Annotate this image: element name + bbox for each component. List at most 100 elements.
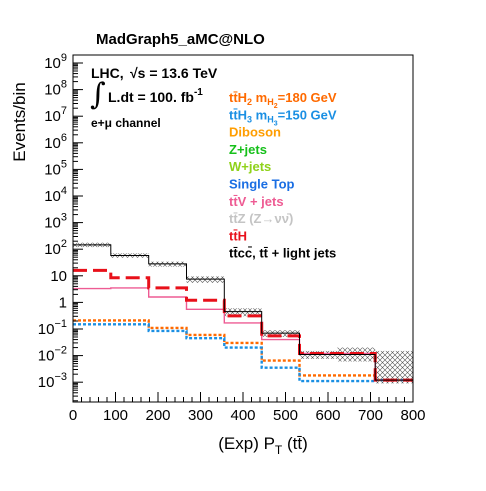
y-tick-exponent: 9 <box>61 52 67 64</box>
y-tick-label: 10 <box>50 268 67 285</box>
legend-text: tt̄cc̄, tt̄ + light jets <box>229 246 336 261</box>
legend-entry-4: W+jets <box>229 159 271 174</box>
annotation-lumi: L.dt = 100. fb-1 <box>108 87 203 105</box>
legend-entry-5: Single Top <box>229 177 295 192</box>
y-tick-label: 105 <box>44 158 67 178</box>
y-tick-label: 102 <box>44 238 67 258</box>
legend-text: m <box>252 90 267 105</box>
y-tick-base: 10 <box>44 161 61 178</box>
y-tick-exponent: 7 <box>61 105 67 117</box>
x-tick-label: 0 <box>69 407 77 424</box>
legend-entry-2: Diboson <box>229 125 281 140</box>
legend-text: 3 <box>247 114 252 124</box>
y-tick-label: 1 <box>59 294 67 311</box>
annotation-lumi-exp: -1 <box>194 87 203 98</box>
legend-text: 2 <box>247 97 252 107</box>
legend-entry-7: tt̄Z (Z→νν̄) <box>229 211 293 226</box>
y-tick-base: 10 <box>44 55 61 72</box>
legend-text: tt̄Z (Z→νν̄) <box>229 211 293 226</box>
y-tick-exponent: −3 <box>54 371 67 383</box>
x-axis: 0 100 200 300 400 500 600 700 800 <box>69 392 426 424</box>
legend-text: 2 <box>274 103 278 110</box>
y-tick-label: 10−3 <box>38 371 67 391</box>
uncertainty-bands <box>73 242 413 384</box>
y-tick-exponent: 5 <box>61 158 67 170</box>
legend-text: H <box>267 114 274 124</box>
y-tick-base: 10 <box>44 108 61 125</box>
legend-text: m <box>252 107 267 122</box>
legend-entry-3: Z+jets <box>229 142 267 157</box>
x-tick-label: 300 <box>188 407 213 424</box>
y-tick-label: 109 <box>44 52 67 72</box>
annotation-lumi-main: L.dt = 100. fb <box>108 89 194 105</box>
y-tick-base: 10 <box>38 321 55 338</box>
series-line-2 <box>73 287 413 381</box>
legend-text: tt̄H <box>229 90 247 105</box>
legend-entry-9: tt̄cc̄, tt̄ + light jets <box>229 246 336 261</box>
legend-text: =180 GeV <box>278 90 337 105</box>
y-tick-label: 107 <box>44 105 67 125</box>
x-tick-label: 800 <box>400 407 425 424</box>
uncertainty-band-bin-8 <box>375 350 413 384</box>
y-tick-exponent: 3 <box>61 212 67 224</box>
y-tick-exponent: 4 <box>61 185 67 197</box>
y-tick-base: 10 <box>44 135 61 152</box>
y-tick-base: 10 <box>44 82 61 99</box>
y-tick-exponent: 8 <box>61 79 67 91</box>
y-tick-label: 106 <box>44 132 67 152</box>
chart-title: MadGraph5_aMC@NLO <box>96 31 265 48</box>
legend-entry-0: tt̄H2 mH2=180 GeV <box>229 90 337 110</box>
integral-sign: ∫ <box>90 77 106 112</box>
series-line-4 <box>73 323 413 383</box>
y-tick-exponent: −1 <box>54 318 67 330</box>
legend-text: Diboson <box>229 125 281 140</box>
x-tick-label: 500 <box>273 407 298 424</box>
legend-text: tt̄V + jets <box>229 194 284 209</box>
series-line-0 <box>73 244 413 381</box>
x-axis-title-tail: (tt̄) <box>282 434 308 453</box>
series-line-1 <box>73 268 413 382</box>
y-tick-exponent: 2 <box>61 238 67 250</box>
legend-text: Z+jets <box>229 142 267 157</box>
legend-entry-6: tt̄V + jets <box>229 194 284 209</box>
x-tick-label: 600 <box>315 407 340 424</box>
legend-entry-8: tt̄H <box>229 228 247 243</box>
legend-text: H <box>267 97 274 107</box>
y-tick-label: 103 <box>44 212 67 232</box>
x-axis-title-main: (Exp) P <box>218 434 275 453</box>
legend-text: Single Top <box>229 177 295 192</box>
y-tick-label: 10−2 <box>38 345 67 365</box>
x-axis-title: (Exp) PT (tt̄) <box>218 434 308 457</box>
y-tick-base: 10 <box>44 188 61 205</box>
y-tick-label: 108 <box>44 79 67 99</box>
y-tick-base: 10 <box>44 241 61 258</box>
y-tick-label: 104 <box>44 185 67 205</box>
legend-text: tt̄H <box>229 228 247 243</box>
y-tick-base: 10 <box>38 348 55 365</box>
y-tick-label: 10−1 <box>38 318 67 338</box>
uncertainty-band-bin-5 <box>261 330 300 338</box>
y-axis-title: Events/bin <box>10 82 29 161</box>
legend-text: W+jets <box>229 159 271 174</box>
x-tick-label: 100 <box>103 407 128 424</box>
y-tick-base: 10 <box>38 374 55 391</box>
legend-text: =150 GeV <box>278 107 337 122</box>
x-tick-label: 400 <box>230 407 255 424</box>
legend-text: 3 <box>274 120 278 127</box>
y-tick-base: 1 <box>59 294 67 311</box>
y-tick-exponent: 6 <box>61 132 67 144</box>
annotation-lhc: LHC, <box>91 65 124 81</box>
y-tick-exponent: −2 <box>54 345 67 357</box>
x-tick-label: 200 <box>145 407 170 424</box>
legend-entry-1: tt̄H3 mH3=150 GeV <box>229 107 337 127</box>
series-group <box>73 244 413 383</box>
x-tick-label: 700 <box>358 407 383 424</box>
y-tick-base: 10 <box>44 215 61 232</box>
annotation-sqrt-s: √s = 13.6 TeV <box>130 65 218 81</box>
annotation-channel: e+μ channel <box>91 116 161 130</box>
uncertainty-band-bin-4 <box>224 308 262 317</box>
x-axis-title-sub: T <box>275 443 283 457</box>
